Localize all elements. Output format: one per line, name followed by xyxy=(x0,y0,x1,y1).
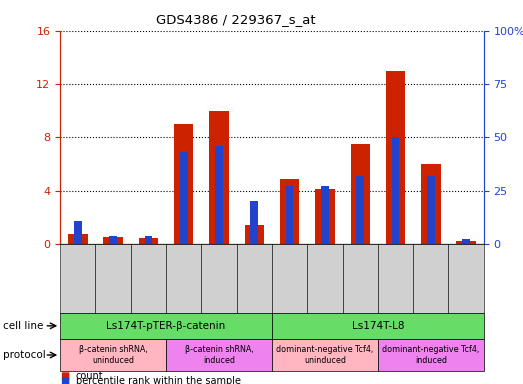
Bar xyxy=(321,186,329,244)
Text: β-catenin shRNA,
uninduced: β-catenin shRNA, uninduced xyxy=(79,345,147,365)
Text: Ls174T-L8: Ls174T-L8 xyxy=(351,321,404,331)
Text: Ls174T-pTER-β-catenin: Ls174T-pTER-β-catenin xyxy=(106,321,226,331)
Bar xyxy=(315,189,335,244)
Bar xyxy=(457,242,476,244)
Bar xyxy=(104,237,123,244)
Bar xyxy=(109,237,117,244)
Bar xyxy=(139,238,158,244)
Bar xyxy=(215,146,223,244)
Bar xyxy=(251,201,258,244)
Bar xyxy=(286,186,293,244)
Bar xyxy=(280,179,299,244)
Text: cell line: cell line xyxy=(3,321,43,331)
Bar xyxy=(144,237,152,244)
Text: ■: ■ xyxy=(60,371,70,381)
Bar xyxy=(462,238,470,244)
Text: protocol: protocol xyxy=(3,350,46,360)
Bar xyxy=(174,124,194,244)
Bar xyxy=(209,111,229,244)
Bar xyxy=(245,225,264,244)
Bar xyxy=(350,144,370,244)
Bar xyxy=(386,71,405,244)
Text: GDS4386 / 229367_s_at: GDS4386 / 229367_s_at xyxy=(155,13,315,26)
Text: β-catenin shRNA,
induced: β-catenin shRNA, induced xyxy=(185,345,253,365)
Text: percentile rank within the sample: percentile rank within the sample xyxy=(76,376,241,384)
Bar xyxy=(180,152,188,244)
Bar xyxy=(74,222,82,244)
Text: dominant-negative Tcf4,
induced: dominant-negative Tcf4, induced xyxy=(382,345,480,365)
Bar xyxy=(392,137,400,244)
Bar xyxy=(421,164,440,244)
Bar xyxy=(356,175,364,244)
Bar xyxy=(427,175,435,244)
Text: count: count xyxy=(76,371,104,381)
Text: dominant-negative Tcf4,
uninduced: dominant-negative Tcf4, uninduced xyxy=(276,345,373,365)
Text: ■: ■ xyxy=(60,376,70,384)
Bar xyxy=(68,234,87,244)
